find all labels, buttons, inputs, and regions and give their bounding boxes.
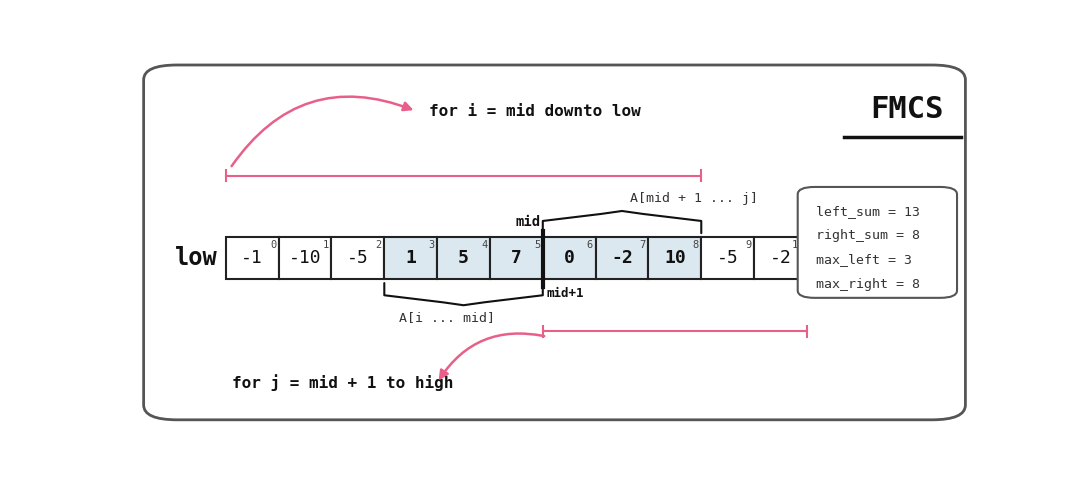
Text: 7: 7 bbox=[511, 249, 522, 267]
Text: 1: 1 bbox=[322, 240, 329, 250]
Text: 10: 10 bbox=[792, 240, 804, 250]
Text: FMCS: FMCS bbox=[870, 95, 944, 123]
Bar bbox=[543, 237, 595, 279]
Text: 3: 3 bbox=[428, 240, 435, 250]
Text: 6: 6 bbox=[586, 240, 593, 250]
Text: -5: -5 bbox=[716, 249, 739, 267]
Text: mid: mid bbox=[515, 215, 540, 229]
Text: 0: 0 bbox=[269, 240, 276, 250]
Bar bbox=[279, 237, 331, 279]
Bar bbox=[701, 237, 754, 279]
Text: 1: 1 bbox=[406, 249, 417, 267]
Text: 0: 0 bbox=[564, 249, 575, 267]
Text: 10: 10 bbox=[664, 249, 686, 267]
Bar bbox=[490, 237, 543, 279]
Text: -1: -1 bbox=[241, 249, 263, 267]
Text: max_right = 8: max_right = 8 bbox=[816, 277, 920, 290]
Text: low: low bbox=[174, 246, 217, 270]
Bar bbox=[384, 237, 437, 279]
FancyBboxPatch shape bbox=[144, 65, 965, 420]
Text: A[i ... mid]: A[i ... mid] bbox=[399, 311, 494, 324]
Bar bbox=[331, 237, 384, 279]
Text: right_sum = 8: right_sum = 8 bbox=[816, 229, 920, 242]
Text: for j = mid + 1 to high: for j = mid + 1 to high bbox=[232, 374, 453, 391]
Text: for i = mid downto low: for i = mid downto low bbox=[428, 104, 641, 119]
Bar bbox=[595, 237, 648, 279]
Text: -10: -10 bbox=[289, 249, 321, 267]
FancyBboxPatch shape bbox=[797, 187, 956, 298]
Text: -2: -2 bbox=[769, 249, 791, 267]
Text: 4: 4 bbox=[481, 240, 487, 250]
Bar bbox=[226, 237, 279, 279]
Text: 5: 5 bbox=[458, 249, 469, 267]
Text: 7: 7 bbox=[639, 240, 646, 250]
Bar bbox=[754, 237, 807, 279]
Text: mid+1: mid+1 bbox=[547, 287, 584, 300]
Text: -2: -2 bbox=[611, 249, 633, 267]
Text: -5: -5 bbox=[347, 249, 369, 267]
Text: 2: 2 bbox=[375, 240, 382, 250]
Text: A[mid + 1 ... j]: A[mid + 1 ... j] bbox=[631, 192, 758, 205]
Text: high: high bbox=[816, 246, 872, 271]
Text: 5: 5 bbox=[535, 240, 540, 250]
Text: left_sum = 13: left_sum = 13 bbox=[816, 205, 920, 218]
Bar bbox=[648, 237, 701, 279]
Text: 9: 9 bbox=[745, 240, 752, 250]
Text: 8: 8 bbox=[692, 240, 699, 250]
Bar bbox=[437, 237, 490, 279]
Text: max_left = 3: max_left = 3 bbox=[816, 253, 912, 266]
